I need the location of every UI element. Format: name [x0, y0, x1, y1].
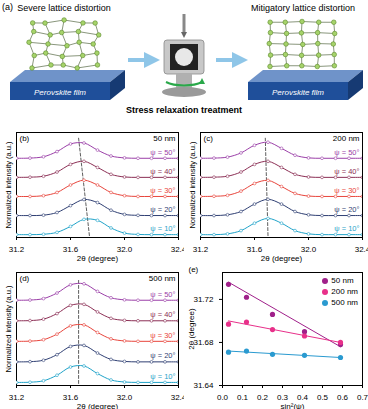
html-text:50 nm: 50 nm [331, 276, 354, 285]
svg-text:ψ = 10°: ψ = 10° [150, 372, 175, 381]
svg-text:ψ = 20°: ψ = 20° [334, 205, 359, 214]
svg-text:ψ = 50°: ψ = 50° [150, 290, 175, 299]
svg-text:31.6: 31.6 [62, 245, 79, 255]
svg-text:0.6: 0.6 [337, 393, 349, 402]
svg-text:ψ = 10°: ψ = 10° [334, 224, 359, 233]
svg-text:Perovskite film: Perovskite film [272, 88, 324, 97]
svg-text:32.0: 32.0 [301, 245, 317, 254]
svg-text:Severe lattice distortion: Severe lattice distortion [17, 3, 111, 13]
svg-text:2θ (degree): 2θ (degree) [77, 402, 119, 409]
svg-text:Mitigatory lattice distortion: Mitigatory lattice distortion [251, 3, 355, 13]
svg-text:31.6: 31.6 [62, 393, 79, 403]
svg-text:2θ (degree): 2θ (degree) [187, 308, 196, 350]
svg-text:Stress relaxation treatment: Stress relaxation treatment [126, 105, 242, 115]
svg-text:0.0: 0.0 [217, 393, 229, 402]
svg-text:Normalized intensity (a.u.): Normalized intensity (a.u.) [188, 141, 197, 229]
svg-text:31.2: 31.2 [193, 245, 209, 254]
svg-text:ψ = 40°: ψ = 40° [334, 167, 359, 176]
svg-text:(d): (d) [20, 274, 30, 283]
html-text:200 nm: 200 nm [331, 287, 358, 296]
svg-text:ψ = 20°: ψ = 20° [150, 351, 175, 360]
svg-text:32.0: 32.0 [117, 393, 133, 402]
svg-text:32.4: 32.4 [171, 245, 184, 254]
svg-text:0.3: 0.3 [276, 393, 289, 403]
svg-text:2θ (degree): 2θ (degree) [261, 254, 303, 263]
svg-text:32.4: 32.4 [171, 393, 184, 402]
svg-text:31.72: 31.72 [193, 295, 214, 304]
svg-text:ψ = 30°: ψ = 30° [334, 186, 359, 195]
svg-text:ψ = 50°: ψ = 50° [334, 148, 359, 157]
svg-text:ψ = 40°: ψ = 40° [150, 167, 175, 176]
svg-text:Normalized intensity (a.u.): Normalized intensity (a.u.) [4, 285, 13, 373]
svg-text:31.2: 31.2 [9, 393, 25, 402]
svg-text:Normalized intensity (a.u.): Normalized intensity (a.u.) [4, 141, 13, 229]
svg-text:31.6: 31.6 [246, 245, 263, 255]
svg-text:ψ = 40°: ψ = 40° [150, 310, 175, 319]
svg-text:Perovskite film: Perovskite film [34, 88, 86, 97]
svg-text:(e): (e) [189, 265, 199, 274]
svg-text:31.68: 31.68 [193, 338, 214, 347]
html-text:500 nm: 500 nm [331, 298, 358, 307]
svg-text:31.2: 31.2 [9, 245, 25, 254]
svg-text:ψ = 20°: ψ = 20° [150, 205, 175, 214]
svg-text:31.64: 31.64 [193, 381, 214, 390]
svg-text:50 nm: 50 nm [153, 134, 176, 143]
svg-text:ψ = 50°: ψ = 50° [150, 148, 175, 157]
svg-text:500 nm: 500 nm [149, 274, 176, 283]
svg-text:ψ = 30°: ψ = 30° [150, 186, 175, 195]
svg-text:2θ (degree): 2θ (degree) [77, 254, 119, 263]
svg-text:(b): (b) [20, 134, 30, 143]
svg-text:ψ = 30°: ψ = 30° [150, 331, 175, 340]
svg-text:200 nm: 200 nm [333, 134, 360, 143]
svg-text:(a): (a) [2, 2, 13, 12]
svg-text:32.4: 32.4 [355, 245, 368, 254]
svg-text:ψ = 10°: ψ = 10° [150, 224, 175, 233]
svg-text:0.5: 0.5 [317, 393, 329, 402]
svg-text:0.4: 0.4 [296, 393, 309, 403]
svg-text:0.2: 0.2 [257, 393, 269, 402]
svg-text:(c): (c) [204, 134, 214, 143]
svg-text:sin²(ψ): sin²(ψ) [281, 402, 305, 409]
svg-text:0.1: 0.1 [237, 393, 249, 402]
svg-text:0.7: 0.7 [357, 393, 368, 402]
svg-text:32.0: 32.0 [117, 245, 133, 254]
